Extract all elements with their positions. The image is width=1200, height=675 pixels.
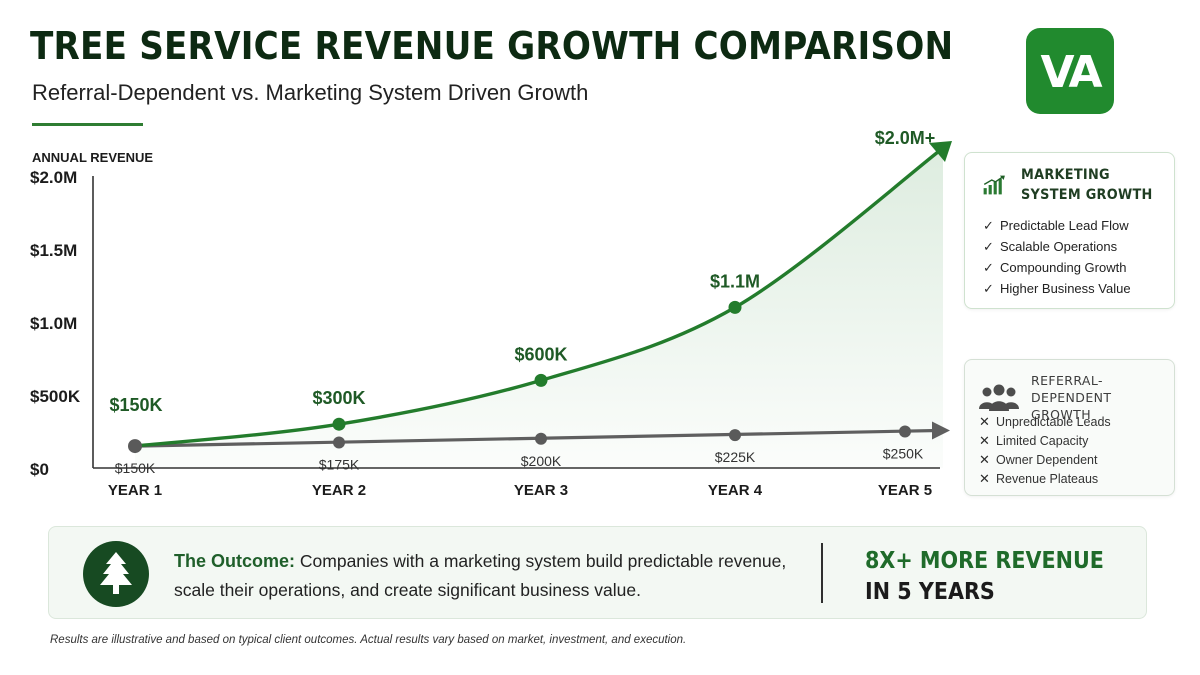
chart-marks: $0 $500K $1.0M $1.5M $2.0M YEAR 1 YEAR 2 YEAR 3…	[30, 128, 952, 499]
x-tick-label: YEAR 1	[108, 482, 162, 499]
bar-chart-growth-icon	[983, 175, 1005, 195]
y-tick-label: $0	[30, 460, 49, 479]
x-tick-label: YEAR 3	[514, 482, 568, 499]
outcome-stat-line-1: 8X+ MORE REVENUE	[865, 548, 1104, 574]
marketing-data-point	[728, 300, 742, 314]
marketing-data-label: $300K	[312, 388, 365, 408]
legend-marketing-title: MARKETING SYSTEM GROWTH	[1021, 165, 1162, 205]
check-icon: ✓	[983, 259, 994, 275]
outcome-text: The Outcome: Companies with a marketing …	[174, 547, 814, 605]
legend-referral-title-text: REFERRAL-DEPENDENT GROWTH	[1031, 373, 1112, 422]
legend-item-text: Predictable Lead Flow	[1000, 218, 1129, 233]
legend-item-text: Unpredictable Leads	[996, 414, 1111, 429]
referral-data-label: $200K	[521, 453, 562, 469]
title-underline	[32, 123, 143, 126]
marketing-data-label: $2.0M+	[875, 128, 936, 148]
legend-item-text: Limited Capacity	[996, 433, 1089, 448]
outcome-body: Companies with a marketing system build …	[174, 551, 787, 600]
x-icon: ✕	[979, 432, 990, 448]
check-icon: ✓	[983, 217, 994, 233]
legend-referral-panel: REFERRAL-DEPENDENT GROWTH ✕ Unpredictable…	[964, 359, 1175, 496]
legend-item-text: Owner Dependent	[996, 452, 1098, 467]
marketing-data-label: $600K	[514, 344, 567, 364]
marketing-arrowhead	[929, 141, 952, 162]
page-subtitle: Referral-Dependent vs. Marketing System …	[32, 80, 589, 105]
marketing-data-label: $150K	[109, 395, 162, 415]
legend-marketing-item: ✓ Predictable Lead Flow	[983, 215, 1131, 236]
referral-data-label: $250K	[883, 446, 924, 462]
referral-data-point	[333, 436, 345, 449]
legend-referral-title: REFERRAL-DEPENDENT GROWTH	[1031, 372, 1171, 423]
legend-referral-item: ✕ Owner Dependent	[979, 450, 1111, 469]
tree-badge	[83, 541, 149, 607]
x-tick-label: YEAR 5	[878, 482, 932, 499]
marketing-data-point	[534, 373, 548, 387]
marketing-data-label: $1.1M	[710, 271, 760, 291]
people-group-icon	[979, 384, 1019, 411]
legend-referral-list: ✕ Unpredictable Leads ✕ Limited Capacity ✕…	[979, 412, 1111, 488]
logo-text: VA	[1040, 50, 1102, 92]
legend-marketing-panel: MARKETING SYSTEM GROWTH ✓ Predictable Lea…	[964, 152, 1175, 309]
x-tick-label: YEAR 4	[708, 482, 763, 499]
logo-mark: VA	[1040, 50, 1105, 92]
outcome-stat-line-2: IN 5 YEARS	[865, 579, 995, 605]
x-icon: ✕	[979, 470, 990, 486]
legend-referral-item: ✕ Revenue Plateaus	[979, 469, 1111, 488]
legend-marketing-item: ✓ Compounding Growth	[983, 257, 1131, 278]
legend-referral-header: REFERRAL-DEPENDENT GROWTH	[979, 372, 1171, 423]
legend-marketing-list: ✓ Predictable Lead Flow ✓ Scalable Operati…	[983, 215, 1131, 299]
check-icon: ✓	[983, 238, 994, 254]
legend-marketing-title-text: MARKETING SYSTEM GROWTH	[1020, 167, 1153, 203]
legend-marketing-header: MARKETING SYSTEM GROWTH	[983, 165, 1174, 205]
y-axis-title: ANNUAL REVENUE	[32, 150, 153, 165]
legend-marketing-item: ✓ Scalable Operations	[983, 236, 1131, 257]
outcome-divider	[821, 543, 823, 603]
referral-data-label: $225K	[715, 449, 756, 465]
y-tick-label: $500K	[30, 387, 81, 406]
legend-item-text: Revenue Plateaus	[996, 471, 1099, 486]
legend-item-text: Compounding Growth	[1000, 260, 1127, 275]
outcome-lead: The Outcome:	[174, 551, 296, 571]
referral-data-point	[729, 429, 741, 442]
marketing-data-point	[332, 417, 346, 431]
outcome-stat: 8X+ MORE REVENUE IN 5 YEARS	[865, 546, 1130, 608]
y-tick-label: $1.0M	[30, 314, 77, 333]
x-icon: ✕	[979, 413, 990, 429]
page-title: TREE SERVICE REVENUE GROWTH COMPARISON	[30, 24, 954, 68]
x-icon: ✕	[979, 451, 990, 467]
y-tick-label: $1.5M	[30, 241, 77, 260]
x-tick-label: YEAR 2	[312, 482, 366, 499]
legend-referral-item: ✕ Limited Capacity	[979, 431, 1111, 450]
footnote: Results are illustrative and based on ty…	[50, 634, 687, 646]
legend-referral-item: ✕ Unpredictable Leads	[979, 412, 1111, 431]
outcome-banner: The Outcome: Companies with a marketing …	[48, 526, 1147, 619]
check-icon: ✓	[983, 280, 994, 296]
referral-data-label: $150K	[115, 460, 156, 476]
legend-marketing-item: ✓ Higher Business Value	[983, 278, 1131, 299]
marketing-area-fill	[135, 148, 943, 468]
legend-item-text: Higher Business Value	[1000, 281, 1131, 296]
brand-logo: VA	[1026, 28, 1114, 114]
pine-tree-icon	[100, 552, 132, 594]
referral-arrowhead	[932, 421, 950, 440]
referral-data-label: $175K	[319, 456, 360, 472]
referral-data-point	[535, 432, 547, 445]
referral-data-point	[899, 425, 911, 438]
legend-item-text: Scalable Operations	[1000, 239, 1118, 254]
referral-data-point	[128, 439, 142, 454]
y-tick-label: $2.0M	[30, 168, 77, 187]
